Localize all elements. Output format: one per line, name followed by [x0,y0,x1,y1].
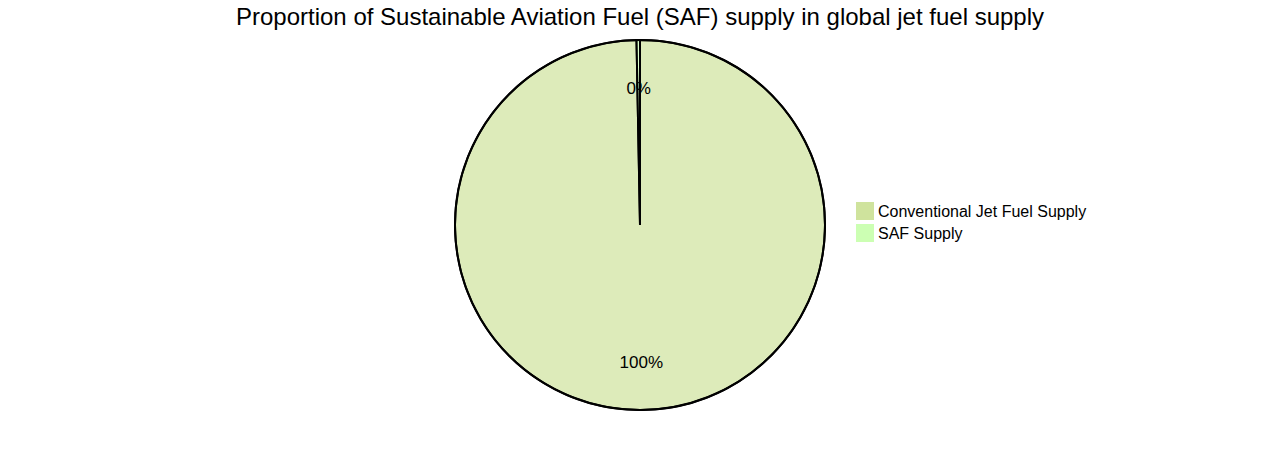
data-label: 0% [626,79,651,98]
pie-slice [637,40,640,225]
title: Proportion of Sustainable Aviation Fuel … [236,3,1044,30]
pie-slice [455,40,825,410]
legend: Conventional Jet Fuel Supply SAF Supply [856,202,1086,242]
legend-swatch [856,224,874,242]
pie-outline [455,40,825,410]
legend-label: SAF Supply [878,225,962,242]
pie [455,40,825,410]
legend-label: Conventional Jet Fuel Supply [878,203,1086,220]
data-label: 100% [620,353,663,372]
chart: Proportion of Sustainable Aviation Fuel … [0,0,1280,450]
data-labels: 100% 0% [620,79,663,372]
legend-swatch [856,202,874,220]
